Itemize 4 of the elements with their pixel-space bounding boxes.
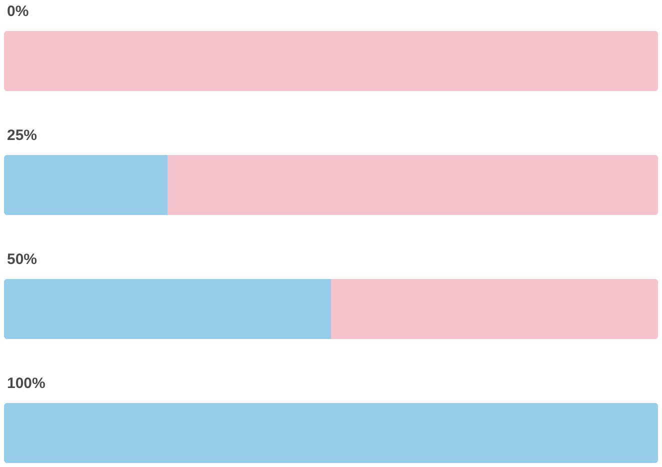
y-tick-label: 50%: [7, 250, 38, 268]
y-tick-label: 25%: [7, 126, 38, 144]
y-tick-label: 0%: [7, 3, 29, 20]
y-tick-label: 100%: [7, 374, 46, 392]
